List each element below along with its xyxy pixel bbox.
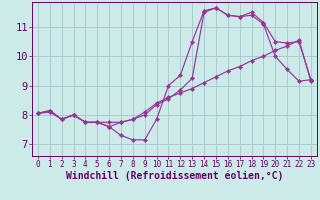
X-axis label: Windchill (Refroidissement éolien,°C): Windchill (Refroidissement éolien,°C) xyxy=(66,171,283,181)
